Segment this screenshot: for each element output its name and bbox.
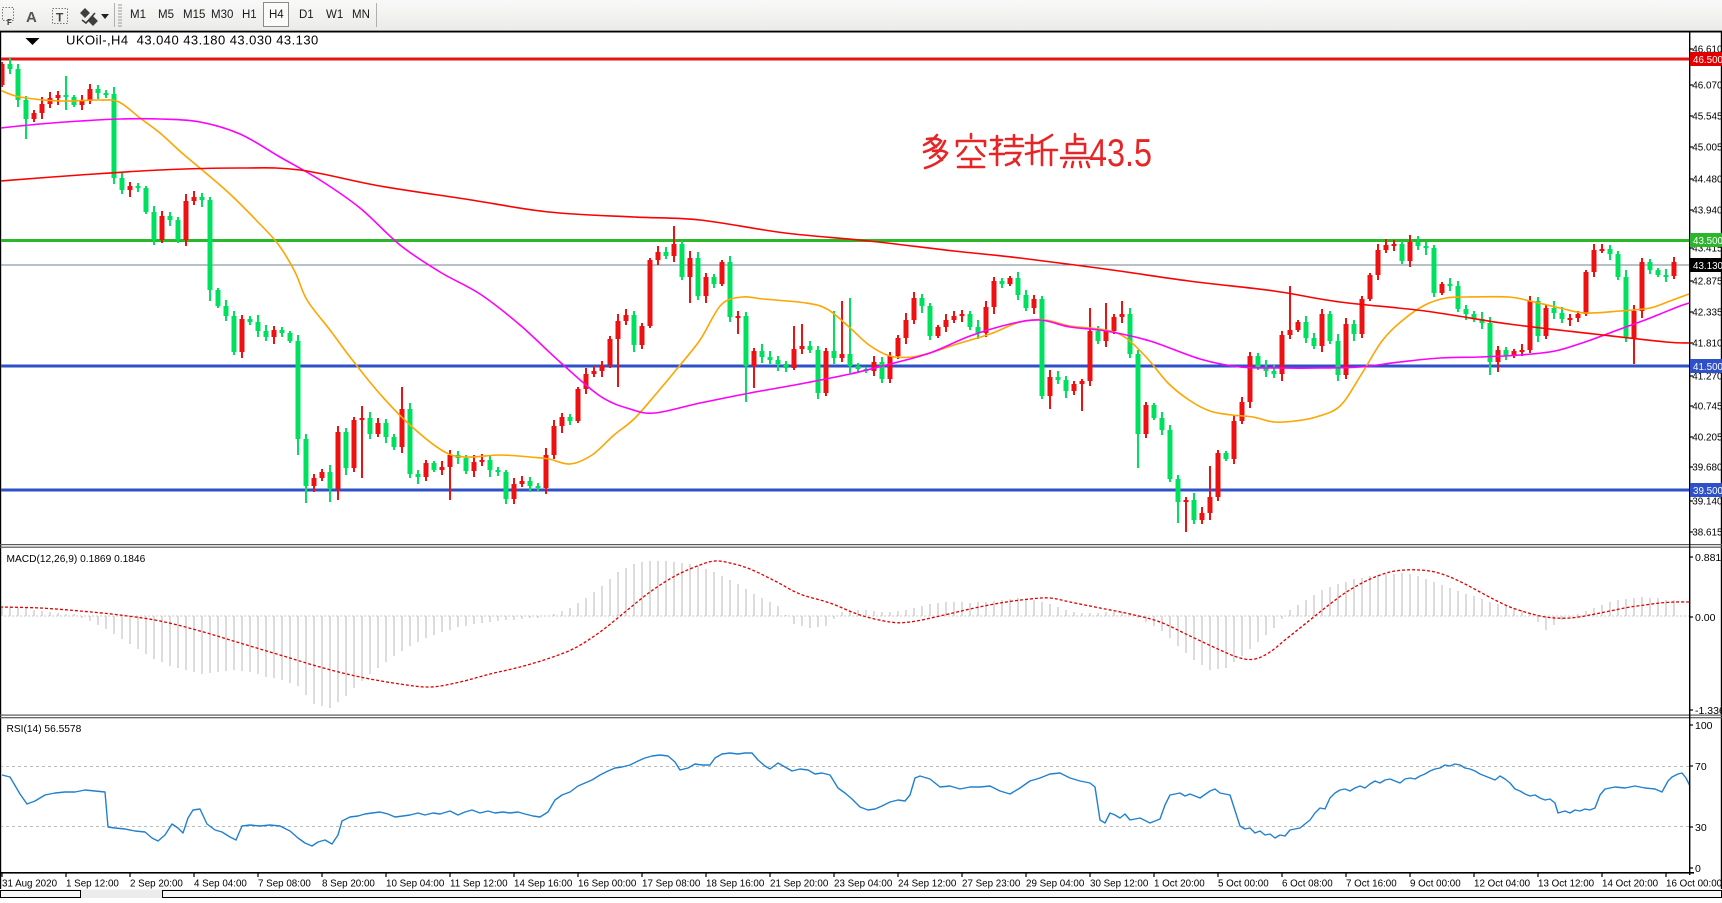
svg-text:30: 30 — [1695, 822, 1707, 834]
svg-text:1 Oct 20:00: 1 Oct 20:00 — [1154, 879, 1205, 890]
svg-text:F: F — [7, 18, 12, 27]
svg-text:45.005: 45.005 — [1692, 143, 1722, 154]
svg-text:46.500: 46.500 — [1693, 55, 1722, 66]
svg-text:7 Oct 16:00: 7 Oct 16:00 — [1346, 879, 1397, 890]
svg-text:46.070: 46.070 — [1692, 81, 1722, 92]
svg-text:MACD(12,26,9) 0.1869 0.1846: MACD(12,26,9) 0.1869 0.1846 — [7, 554, 146, 565]
svg-text:2 Sep 20:00: 2 Sep 20:00 — [130, 879, 183, 890]
svg-text:38.615: 38.615 — [1692, 528, 1722, 539]
svg-text:5 Oct 00:00: 5 Oct 00:00 — [1218, 879, 1269, 890]
svg-text:6 Oct 08:00: 6 Oct 08:00 — [1282, 879, 1333, 890]
svg-text:41.270: 41.270 — [1692, 372, 1722, 383]
svg-text:14 Oct 20:00: 14 Oct 20:00 — [1602, 879, 1659, 890]
svg-text:40.205: 40.205 — [1692, 433, 1722, 444]
svg-text:43.130: 43.130 — [1693, 261, 1722, 272]
svg-text:18 Sep 16:00: 18 Sep 16:00 — [706, 879, 765, 890]
svg-text:9 Oct 00:00: 9 Oct 00:00 — [1410, 879, 1461, 890]
svg-text:0: 0 — [1695, 863, 1701, 875]
svg-text:24 Sep 12:00: 24 Sep 12:00 — [898, 879, 957, 890]
svg-text:0.00: 0.00 — [1695, 612, 1716, 624]
svg-text:A: A — [26, 9, 37, 26]
svg-text:43.500: 43.500 — [1693, 236, 1722, 247]
svg-text:27 Sep 23:00: 27 Sep 23:00 — [962, 879, 1021, 890]
svg-text:43.415: 43.415 — [1692, 244, 1722, 255]
svg-text:14 Sep 16:00: 14 Sep 16:00 — [514, 879, 573, 890]
svg-text:17 Sep 08:00: 17 Sep 08:00 — [642, 879, 701, 890]
svg-text:43.940: 43.940 — [1692, 206, 1722, 217]
svg-text:39.500: 39.500 — [1693, 486, 1722, 497]
svg-text:12 Oct 04:00: 12 Oct 04:00 — [1474, 879, 1531, 890]
svg-text:31 Aug 2020: 31 Aug 2020 — [2, 879, 58, 890]
svg-text:46.610: 46.610 — [1692, 45, 1722, 56]
svg-text:40.745: 40.745 — [1692, 402, 1722, 413]
svg-text:41.500: 41.500 — [1693, 362, 1722, 373]
svg-text:41.810: 41.810 — [1692, 339, 1722, 350]
svg-text:100: 100 — [1695, 720, 1713, 732]
svg-text:4 Sep 04:00: 4 Sep 04:00 — [194, 879, 247, 890]
svg-text:T: T — [56, 11, 64, 25]
svg-text:30 Sep 12:00: 30 Sep 12:00 — [1090, 879, 1149, 890]
svg-text:42.875: 42.875 — [1692, 277, 1722, 288]
svg-text:45.545: 45.545 — [1692, 112, 1722, 123]
svg-text:42.335: 42.335 — [1692, 308, 1722, 319]
svg-text:29 Sep 04:00: 29 Sep 04:00 — [1026, 879, 1085, 890]
svg-text:21 Sep 20:00: 21 Sep 20:00 — [770, 879, 829, 890]
svg-text:13 Oct 12:00: 13 Oct 12:00 — [1538, 879, 1595, 890]
svg-text:23 Sep 04:00: 23 Sep 04:00 — [834, 879, 893, 890]
svg-text:1 Sep 12:00: 1 Sep 12:00 — [66, 879, 119, 890]
svg-text:39.140: 39.140 — [1692, 497, 1722, 508]
svg-text:RSI(14) 56.5578: RSI(14) 56.5578 — [7, 724, 82, 735]
svg-text:UKOil-,H4 43.040 43.180 43.03: UKOil-,H4 43.040 43.180 43.030 43.130 — [66, 33, 319, 48]
svg-text:16 Sep 00:00: 16 Sep 00:00 — [578, 879, 637, 890]
svg-text:44.480: 44.480 — [1692, 175, 1722, 186]
svg-text:39.680: 39.680 — [1692, 463, 1722, 474]
svg-text:-1.3368: -1.3368 — [1695, 705, 1722, 717]
svg-text:43.5: 43.5 — [1089, 132, 1152, 175]
svg-text:70: 70 — [1695, 761, 1707, 773]
svg-text:0.8812: 0.8812 — [1695, 552, 1722, 564]
svg-text:7 Sep 08:00: 7 Sep 08:00 — [258, 879, 311, 890]
svg-text:10 Sep 04:00: 10 Sep 04:00 — [386, 879, 445, 890]
svg-text:16 Oct 00:00: 16 Oct 00:00 — [1666, 879, 1722, 890]
svg-text:11 Sep 12:00: 11 Sep 12:00 — [450, 879, 508, 890]
svg-text:8 Sep 20:00: 8 Sep 20:00 — [322, 879, 375, 890]
